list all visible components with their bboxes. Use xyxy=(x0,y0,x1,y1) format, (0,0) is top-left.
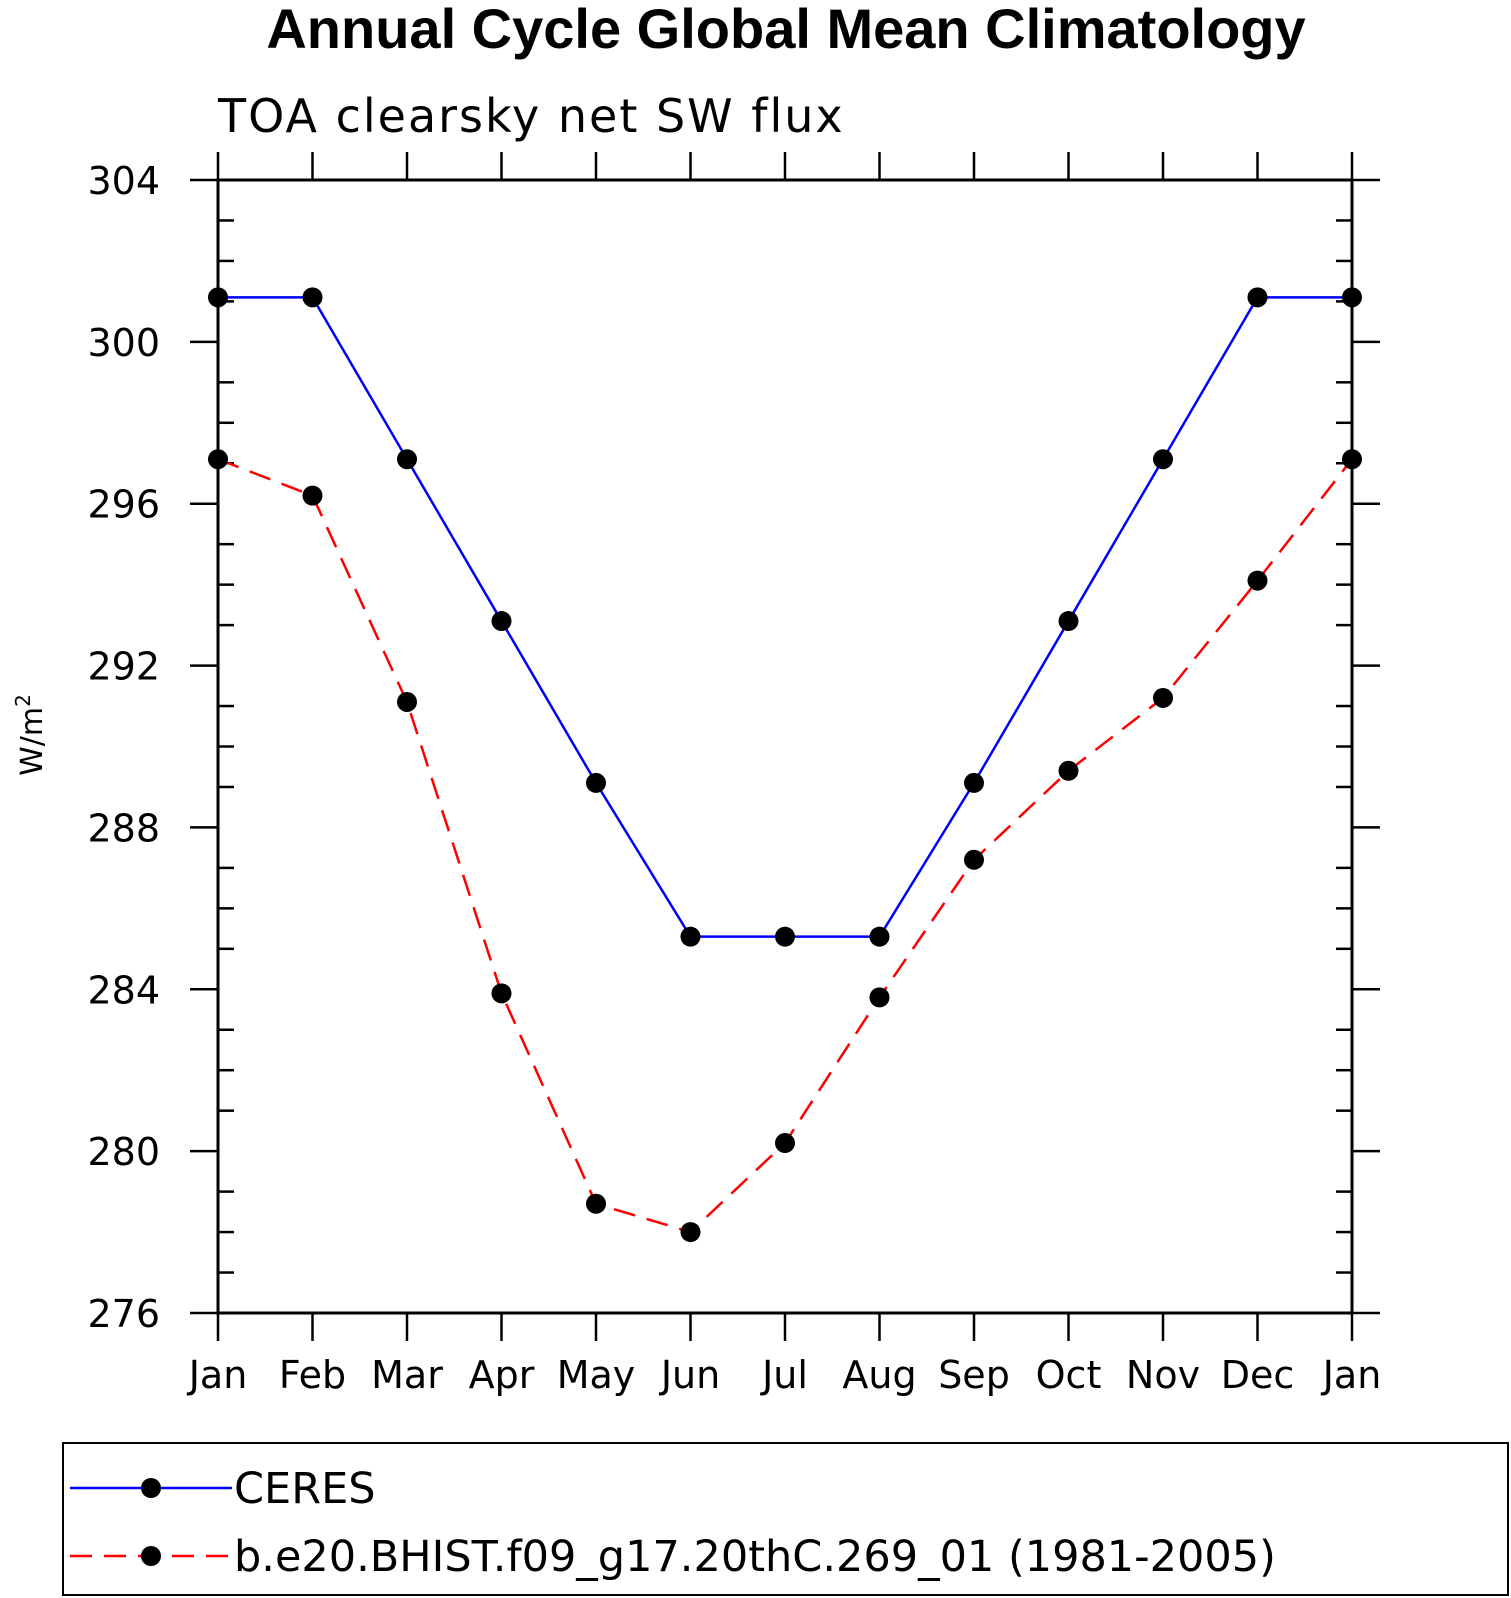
series-point-1 xyxy=(1153,687,1173,708)
series-point-1 xyxy=(680,1222,701,1243)
svg-text:W/m2: W/m2 xyxy=(11,694,50,776)
series-point-0 xyxy=(586,772,606,793)
series-point-1 xyxy=(208,449,228,470)
series-point-0 xyxy=(869,926,890,947)
x-tick-label: May xyxy=(557,1353,636,1397)
legend: CERES b.e20.BHIST.f09_g17.20thC.269_01 (… xyxy=(62,1442,1509,1596)
y-tick-label: 284 xyxy=(87,968,160,1012)
axis-tick-labels: Jan Feb Mar Apr May Jun Jul Aug Sep Oct Nov Dec Jan 2… xyxy=(87,159,1381,1397)
series-point-1 xyxy=(1058,760,1079,781)
x-tick-label: Jul xyxy=(760,1353,808,1397)
series-point-1 xyxy=(491,983,512,1004)
legend-marker-model xyxy=(141,1546,161,1566)
chart-title: Annual Cycle Global Mean Climatology xyxy=(266,0,1305,60)
x-tick-label: Feb xyxy=(279,1353,346,1397)
y-tick-label: 304 xyxy=(87,159,160,203)
legend-label-model: b.e20.BHIST.f09_g17.20thC.269_01 (1981-2… xyxy=(234,1532,1276,1582)
y-tick-label: 288 xyxy=(87,806,160,850)
series-point-1 xyxy=(1342,449,1362,470)
x-tick-label: Dec xyxy=(1221,1353,1295,1397)
series-point-0 xyxy=(491,611,512,632)
series-point-0 xyxy=(1247,287,1268,308)
series-line-0 xyxy=(218,296,1352,938)
y-tick-label: 296 xyxy=(87,483,160,527)
y-tick-label: 300 xyxy=(87,321,160,365)
y-axis-label-superscript: 2 xyxy=(11,694,35,707)
legend-box xyxy=(62,1442,1509,1596)
x-tick-label: Mar xyxy=(371,1353,443,1397)
series-point-1 xyxy=(775,1133,795,1154)
x-tick-label: Nov xyxy=(1126,1353,1200,1397)
x-tick-label: Apr xyxy=(469,1353,535,1397)
x-tick-label: Sep xyxy=(938,1353,1010,1397)
y-axis-label: W/m2 xyxy=(11,694,50,776)
series-point-0 xyxy=(964,772,984,793)
series-point-1 xyxy=(869,987,890,1008)
legend-marker-ceres xyxy=(141,1478,161,1498)
axis-ticks xyxy=(190,152,1380,1341)
series-point-0 xyxy=(680,926,701,947)
x-tick-label: Jan xyxy=(187,1353,248,1397)
series-point-1 xyxy=(1247,570,1268,591)
series-layer xyxy=(208,287,1362,1243)
y-tick-label: 276 xyxy=(87,1292,160,1336)
series-point-1 xyxy=(964,849,984,870)
y-axis-label-text: W/m xyxy=(15,707,50,776)
series-point-0 xyxy=(1058,611,1079,632)
series-point-0 xyxy=(1153,449,1173,470)
series-point-0 xyxy=(302,287,323,308)
x-tick-label: Jan xyxy=(1321,1353,1382,1397)
series-line-1 xyxy=(217,458,1353,1234)
series-point-0 xyxy=(397,449,417,470)
x-tick-label: Jun xyxy=(659,1353,720,1397)
y-tick-label: 280 xyxy=(87,1130,160,1174)
series-point-0 xyxy=(208,287,228,308)
x-tick-label: Aug xyxy=(842,1353,916,1397)
series-point-1 xyxy=(586,1193,606,1214)
chart-subtitle: TOA clearsky net SW flux xyxy=(217,89,845,143)
series-point-1 xyxy=(397,691,417,712)
series-point-0 xyxy=(775,926,795,947)
legend-label-ceres: CERES xyxy=(234,1464,376,1514)
x-tick-label: Oct xyxy=(1036,1353,1102,1397)
series-point-1 xyxy=(302,485,323,506)
y-tick-label: 292 xyxy=(87,645,160,689)
series-point-0 xyxy=(1342,287,1362,308)
